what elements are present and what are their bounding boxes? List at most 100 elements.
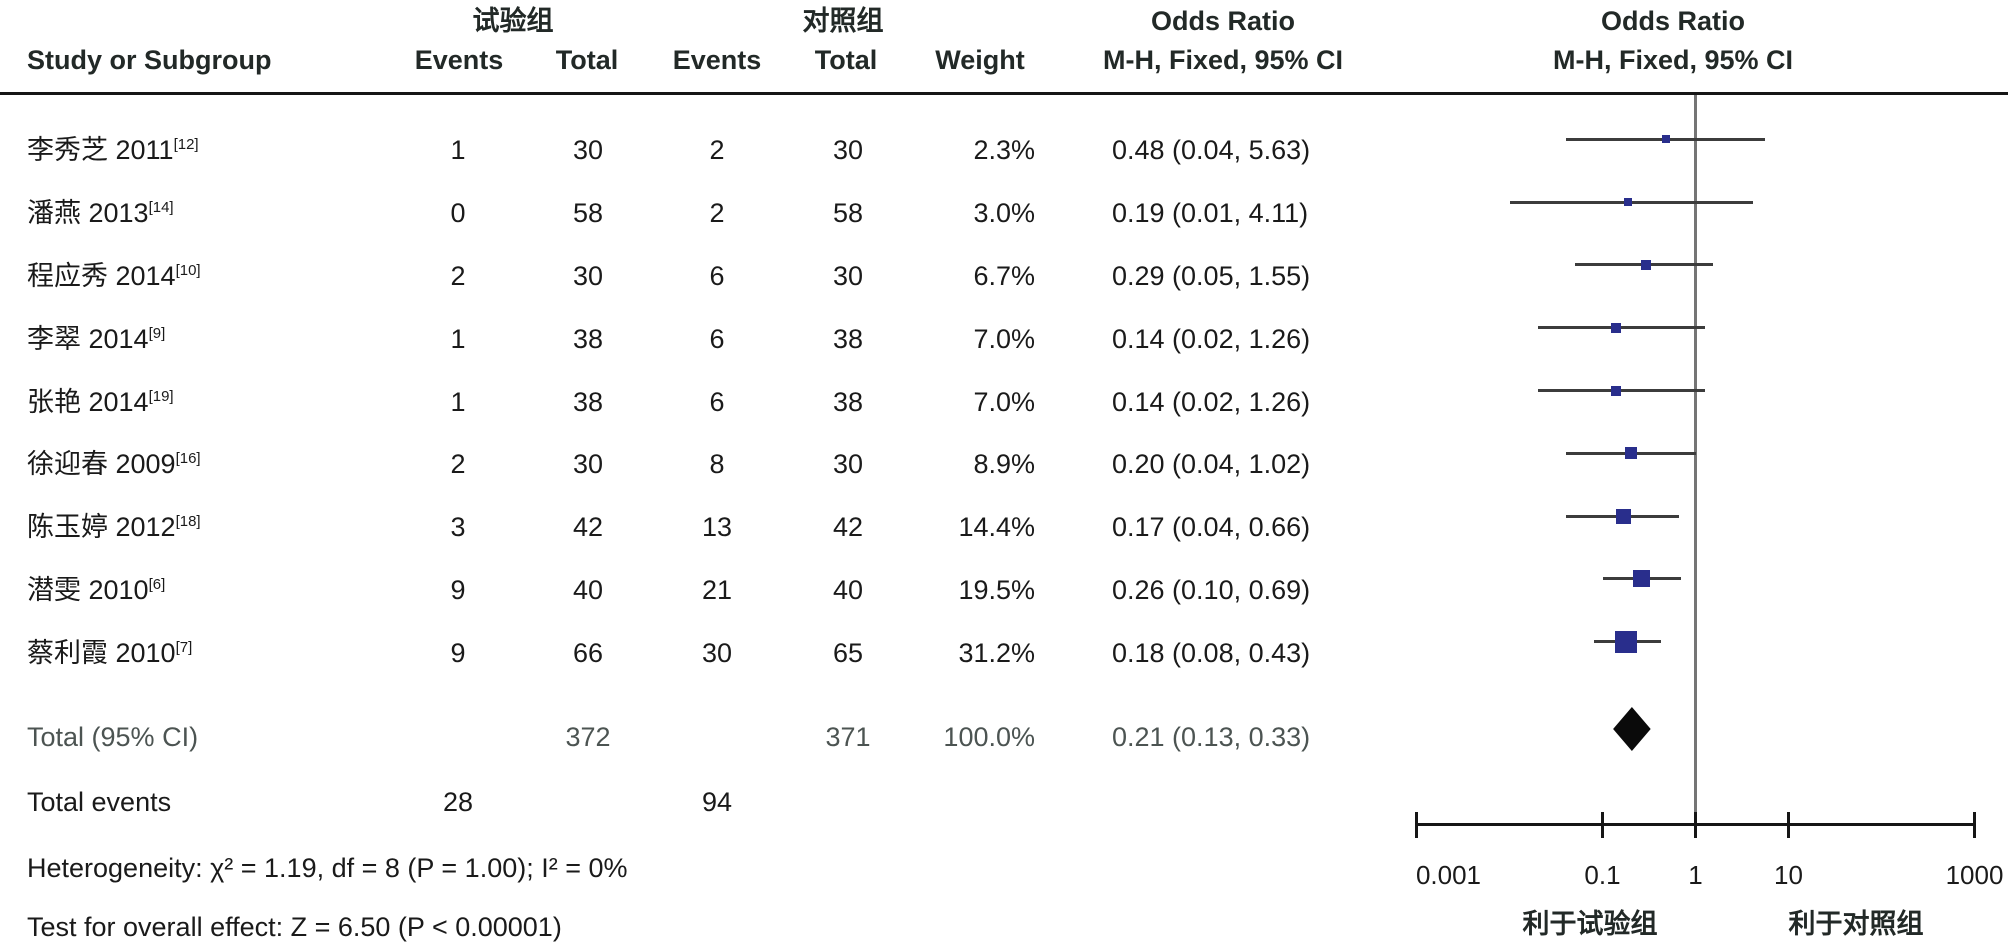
experimental-events: 2 bbox=[450, 449, 466, 480]
total-weight: 100.0% bbox=[943, 722, 1035, 752]
experimental-events: 9 bbox=[450, 637, 466, 668]
experimental-total: 40 bbox=[572, 574, 604, 605]
or-square bbox=[1615, 630, 1638, 653]
control-events: 8 bbox=[709, 449, 725, 480]
experimental-events: 1 bbox=[450, 386, 466, 417]
summary-diamond bbox=[1613, 707, 1651, 751]
tick-mark bbox=[1973, 812, 1976, 838]
header-group-control: 对照组 bbox=[802, 6, 884, 36]
control-total: 38 bbox=[832, 323, 864, 354]
tick-label: 10 bbox=[1774, 860, 1803, 890]
tick-mark bbox=[1787, 812, 1790, 838]
study-ref: [18] bbox=[175, 513, 201, 531]
total-row-label: Total (95% CI) bbox=[27, 722, 199, 752]
study-name: 潘燕 2013[14] bbox=[27, 182, 397, 244]
study-or-ci: 0.29 (0.05, 1.55) bbox=[1112, 260, 1311, 291]
study-ref: [12] bbox=[173, 136, 199, 154]
ci-line bbox=[1537, 389, 1705, 392]
or-square bbox=[1632, 570, 1650, 588]
header-odds-ratio-left: Odds Ratio bbox=[1150, 6, 1295, 36]
study-name: 张艳 2014[19] bbox=[27, 371, 397, 433]
control-total: 30 bbox=[832, 135, 864, 166]
study-name: 陈玉婷 2012[18] bbox=[27, 496, 397, 558]
study-name-text: 潜雯 2010 bbox=[27, 574, 149, 605]
study-ref: [6] bbox=[148, 575, 166, 593]
experimental-events: 0 bbox=[450, 198, 466, 229]
header-total-control: Total bbox=[814, 45, 878, 75]
tick-mark bbox=[1694, 812, 1697, 838]
control-total: 58 bbox=[832, 198, 864, 229]
study-name-text: 陈玉婷 2012 bbox=[27, 512, 176, 543]
control-events: 6 bbox=[709, 386, 725, 417]
total-events-experimental: 28 bbox=[442, 787, 474, 817]
control-total: 42 bbox=[832, 512, 864, 543]
total-control-n: 371 bbox=[825, 722, 871, 752]
or-square bbox=[1661, 135, 1670, 144]
study-or-ci: 0.18 (0.08, 0.43) bbox=[1112, 637, 1311, 668]
study-or-ci: 0.17 (0.04, 0.66) bbox=[1112, 512, 1311, 543]
or-square bbox=[1640, 259, 1651, 270]
study-ref: [14] bbox=[148, 199, 174, 217]
header-method-left: M-H, Fixed, 95% CI bbox=[1102, 45, 1344, 75]
null-effect-line bbox=[1694, 95, 1697, 825]
header-events-control: Events bbox=[672, 45, 762, 75]
overall-effect-text: Test for overall effect: Z = 6.50 (P < 0… bbox=[27, 912, 562, 942]
study-name-text: 徐迎春 2009 bbox=[27, 449, 176, 480]
ci-line bbox=[1537, 326, 1705, 330]
tick-label: 1 bbox=[1688, 860, 1703, 890]
control-events: 2 bbox=[709, 198, 725, 229]
experimental-total: 58 bbox=[572, 198, 604, 229]
study-name-text: 蔡利霞 2010 bbox=[27, 637, 176, 668]
study-name-text: 程应秀 2014 bbox=[27, 260, 176, 291]
control-events: 6 bbox=[709, 260, 725, 291]
experimental-events: 3 bbox=[450, 512, 466, 543]
control-events: 21 bbox=[701, 574, 733, 605]
experimental-total: 38 bbox=[572, 386, 604, 417]
experimental-events: 9 bbox=[450, 574, 466, 605]
favors-experimental-label: 利于试验组 bbox=[1522, 909, 1658, 939]
control-events: 30 bbox=[701, 637, 733, 668]
header-weight: Weight bbox=[935, 45, 1025, 75]
tick-label: 1000 bbox=[1945, 860, 2004, 890]
study-ref: [19] bbox=[148, 387, 174, 405]
tick-label: 0.1 bbox=[1584, 860, 1621, 890]
experimental-total: 42 bbox=[572, 512, 604, 543]
study-name: 李翠 2014[9] bbox=[27, 308, 397, 370]
control-total: 30 bbox=[832, 260, 864, 291]
control-total: 38 bbox=[832, 386, 864, 417]
total-experimental-n: 372 bbox=[565, 722, 611, 752]
study-or-ci: 0.26 (0.10, 0.69) bbox=[1112, 574, 1311, 605]
tick-label: 0.001 bbox=[1415, 860, 1482, 890]
tick-mark bbox=[1601, 812, 1604, 838]
experimental-total: 30 bbox=[572, 260, 604, 291]
study-weight: 3.0% bbox=[973, 198, 1035, 229]
experimental-total: 30 bbox=[572, 135, 604, 166]
study-or-ci: 0.20 (0.04, 1.02) bbox=[1112, 449, 1311, 480]
study-ref: [7] bbox=[175, 638, 193, 656]
study-name-text: 李秀芝 2011 bbox=[27, 135, 174, 166]
study-weight: 19.5% bbox=[958, 574, 1035, 605]
study-name: 潜雯 2010[6] bbox=[27, 559, 397, 621]
study-weight: 7.0% bbox=[973, 386, 1035, 417]
study-weight: 31.2% bbox=[958, 637, 1035, 668]
study-or-ci: 0.14 (0.02, 1.26) bbox=[1112, 323, 1311, 354]
header-odds-ratio-right: Odds Ratio bbox=[1600, 6, 1745, 36]
study-name: 徐迎春 2009[16] bbox=[27, 433, 397, 495]
experimental-total: 66 bbox=[572, 637, 604, 668]
heterogeneity-text: Heterogeneity: χ² = 1.19, df = 8 (P = 1.… bbox=[27, 853, 628, 883]
header-method-right: M-H, Fixed, 95% CI bbox=[1552, 45, 1794, 75]
control-total: 30 bbox=[832, 449, 864, 480]
control-events: 2 bbox=[709, 135, 725, 166]
total-events-control: 94 bbox=[701, 787, 733, 817]
control-events: 13 bbox=[701, 512, 733, 543]
or-square bbox=[1611, 322, 1622, 333]
study-ref: [9] bbox=[148, 324, 166, 342]
control-events: 6 bbox=[709, 323, 725, 354]
total-events-label: Total events bbox=[27, 787, 172, 817]
or-square bbox=[1616, 508, 1632, 524]
experimental-events: 2 bbox=[450, 260, 466, 291]
study-weight: 6.7% bbox=[973, 260, 1035, 291]
or-square bbox=[1624, 198, 1633, 207]
study-weight: 2.3% bbox=[973, 135, 1035, 166]
